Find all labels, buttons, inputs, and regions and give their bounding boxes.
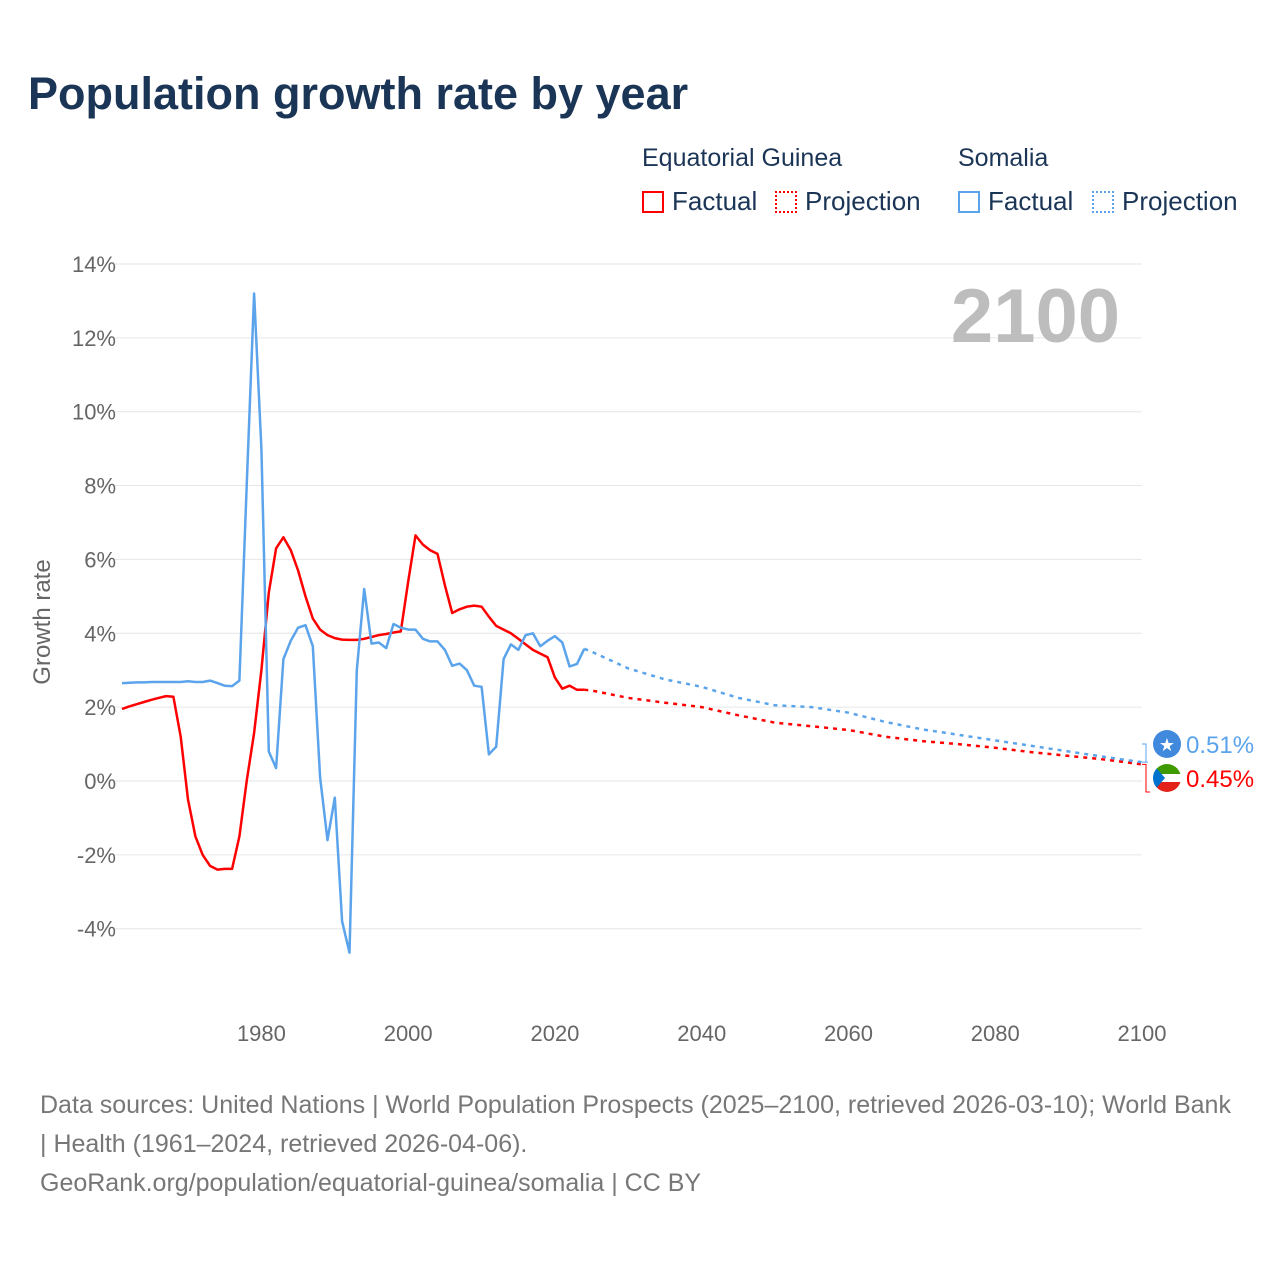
somalia-flag-icon: ★ [1153, 730, 1181, 758]
credit-link[interactable]: GeoRank.org/population/equatorial-guinea… [40, 1169, 702, 1197]
year-watermark: 2100 [951, 274, 1120, 359]
legend-label: Factual [988, 186, 1074, 216]
equatorial-guinea-flag-icon [1153, 764, 1181, 792]
somalia-label-connector [1142, 743, 1148, 763]
legend-group-somalia: Somalia [958, 144, 1049, 172]
x-tick-label: 2040 [677, 1021, 726, 1046]
equatorial-guinea-projection-line [584, 688, 1143, 766]
y-tick-label: 0% [84, 769, 116, 794]
y-tick-label: 12% [72, 326, 116, 351]
legend-label: Factual [672, 186, 758, 216]
y-tick-label: -4% [77, 917, 116, 942]
flag-stripe-white [1153, 774, 1181, 782]
y-tick-label: -2% [77, 843, 116, 868]
somalia-projection-line [583, 647, 1143, 764]
flag-triangle [1153, 764, 1165, 792]
somalia-end-value: 0.51% [1186, 732, 1254, 759]
y-tick-label: 4% [84, 621, 116, 646]
data-sources: Data sources: United Nations | World Pop… [40, 1091, 1231, 1158]
legend-group-equatorial-guinea: Equatorial Guinea [642, 144, 843, 172]
solid-swatch-icon [642, 190, 664, 213]
x-tick-label: 2100 [1118, 1021, 1167, 1046]
y-axis-label: Growth rate [29, 559, 56, 684]
legend-eq-guinea-projection[interactable]: Projection [775, 186, 921, 217]
legend-somalia-projection[interactable]: Projection [1092, 186, 1238, 217]
legend-label: Projection [1122, 186, 1238, 216]
x-tick-label: 2080 [971, 1021, 1020, 1046]
legend-label: Projection [805, 186, 921, 216]
footer: Data sources: United Nations | World Pop… [40, 1086, 1240, 1203]
y-tick-label: 14% [72, 252, 116, 277]
eq-guinea-end-value: 0.45% [1186, 766, 1254, 793]
line-chart: -4% -2% 0% 2% 4% 6% 8% 10% 12% 14% 1980 2000 2020 204… [29, 252, 1254, 1046]
x-tick-label: 2060 [824, 1021, 873, 1046]
flag-body [1153, 764, 1181, 792]
x-tick-label: 2020 [530, 1021, 579, 1046]
flag-stripe-red [1153, 782, 1181, 792]
dotted-swatch-icon [775, 190, 797, 213]
star-icon: ★ [1159, 735, 1175, 755]
y-tick-label: 8% [84, 474, 116, 499]
flag-stripe-green [1153, 764, 1181, 774]
dotted-swatch-icon [1092, 190, 1114, 213]
y-tick-label: 2% [84, 695, 116, 720]
eq-guinea-label-connector [1142, 763, 1150, 793]
x-tick-label: 2000 [384, 1021, 433, 1046]
legend-somalia-factual[interactable]: Factual [958, 186, 1073, 217]
flag-background [1153, 730, 1181, 758]
somalia-factual-line [121, 292, 586, 954]
x-tick-label: 1980 [237, 1021, 286, 1046]
y-tick-label: 6% [84, 547, 116, 572]
equatorial-guinea-factual-line [121, 534, 585, 871]
chart-title: Population growth rate by year [28, 68, 689, 119]
y-tick-label: 10% [72, 400, 116, 425]
solid-swatch-icon [958, 190, 980, 213]
legend-eq-guinea-factual[interactable]: Factual [642, 186, 757, 217]
